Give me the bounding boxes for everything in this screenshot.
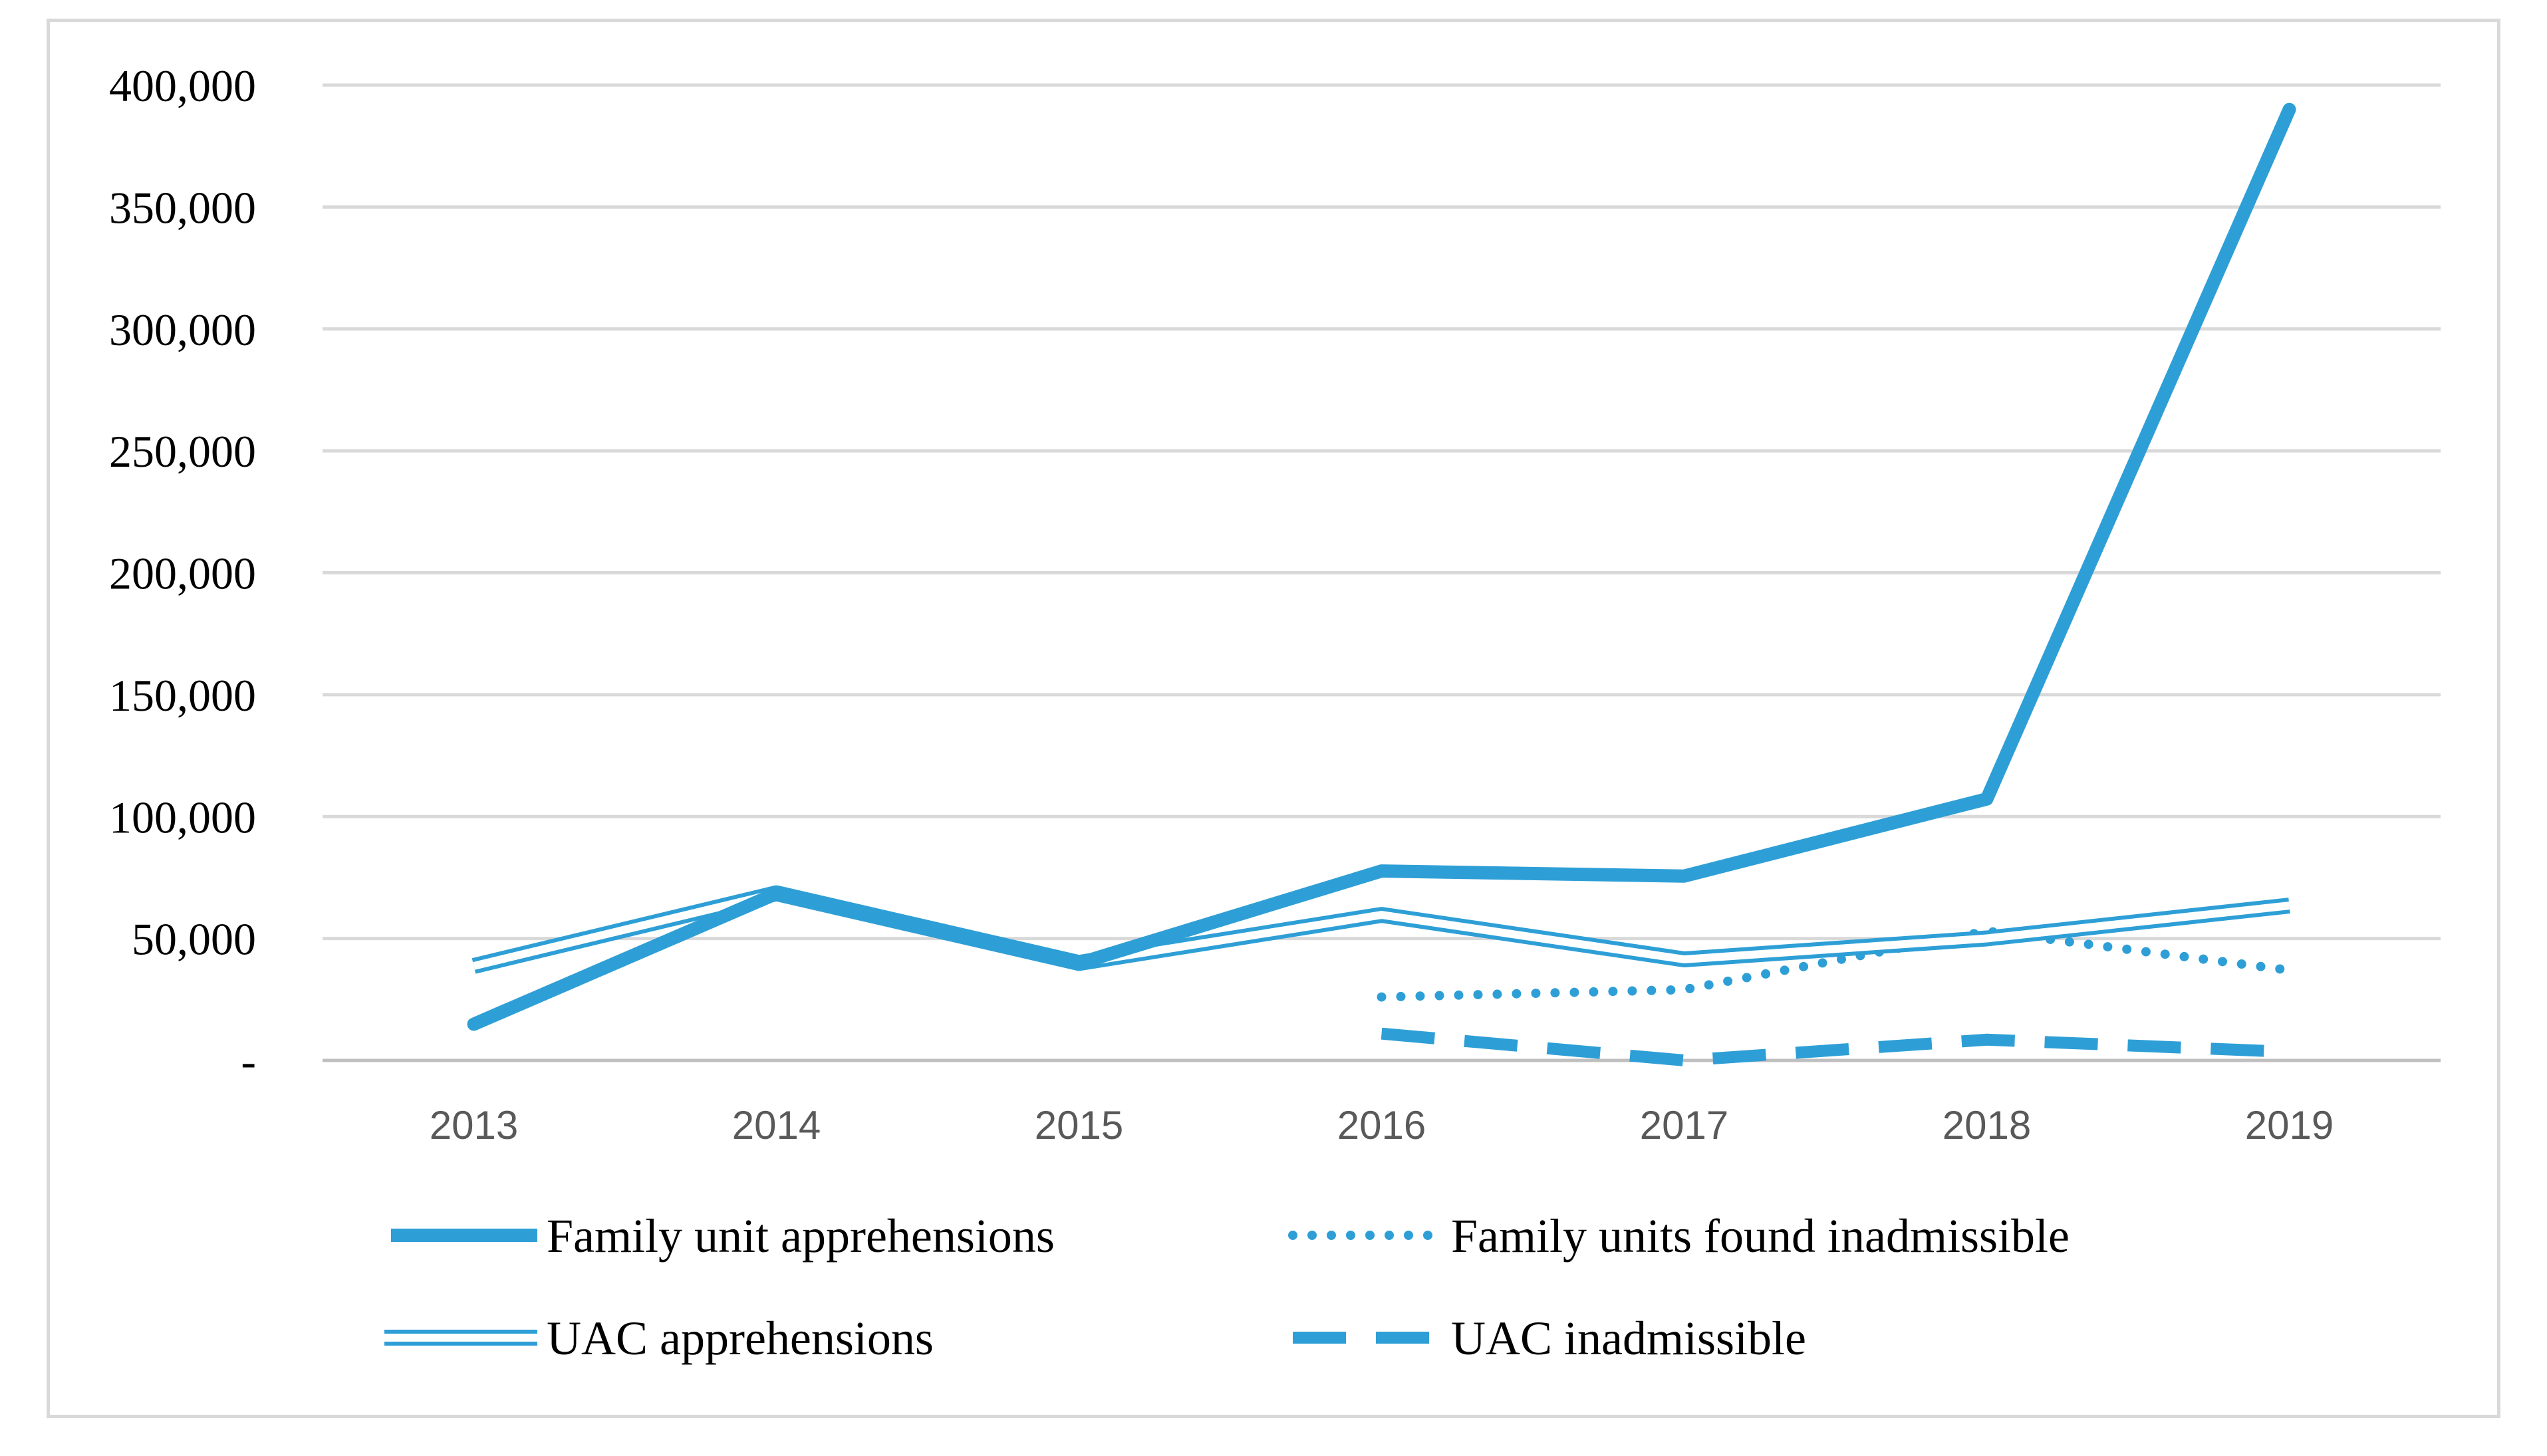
y-tick-label: 100,000	[109, 792, 256, 842]
legend-label-family-units-found-inadmissible: Family units found inadmissible	[1451, 1209, 2070, 1263]
x-tick-label: 2014	[732, 1103, 821, 1148]
data-point	[2288, 108, 2291, 111]
legend-label-uac-inadmissible: UAC inadmissible	[1451, 1312, 1806, 1365]
x-tick-label: 2019	[2245, 1103, 2334, 1148]
data-point	[1381, 1032, 1383, 1035]
y-tick-label: 150,000	[109, 670, 256, 721]
y-axis-ticks: - 50,000 100,000 150,000 200,000 250,000 300,0…	[109, 61, 256, 1086]
x-tick-label: 2017	[1640, 1103, 1728, 1148]
data-point	[473, 965, 475, 967]
data-point	[1683, 1059, 1686, 1062]
series-lines	[467, 102, 2296, 1067]
chart-frame	[47, 19, 2500, 1418]
series-family-unit-apprehensions	[467, 102, 2296, 1031]
series-line	[1381, 1027, 2290, 1067]
legend-item-family-unit-apprehensions: Family unit apprehensions	[391, 1209, 1055, 1263]
y-tick-label: 200,000	[109, 548, 256, 599]
data-point	[1986, 798, 1988, 800]
series-line	[467, 102, 2296, 1031]
y-tick-label: -	[241, 1036, 256, 1086]
data-point	[1683, 875, 1686, 878]
data-point	[1381, 913, 1383, 916]
legend: Family unit apprehensions Family units f…	[384, 1209, 2070, 1365]
series-family-units-found-inadmissible	[1377, 926, 2294, 1002]
data-point	[1683, 958, 1686, 961]
legend-label-family-unit-apprehensions: Family unit apprehensions	[547, 1209, 1055, 1263]
y-tick-label: 300,000	[109, 304, 256, 355]
data-point	[1078, 962, 1081, 965]
x-tick-label: 2013	[430, 1103, 518, 1148]
data-point	[1986, 1038, 1988, 1041]
legend-item-family-units-found-inadmissible: Family units found inadmissible	[1288, 1209, 2070, 1263]
x-axis-ticks: 2013 2014 2015 2016 2017 2018 2019	[430, 1103, 2334, 1148]
y-tick-label: 400,000	[109, 61, 256, 111]
legend-item-uac-inadmissible: UAC inadmissible	[1293, 1312, 1806, 1365]
series-line	[1377, 926, 2294, 1002]
y-tick-label: 250,000	[109, 426, 256, 477]
data-point	[473, 1023, 475, 1026]
legend-item-uac-apprehensions: UAC apprehensions	[384, 1312, 934, 1365]
data-point	[1381, 996, 1383, 999]
x-tick-label: 2015	[1035, 1103, 1123, 1148]
data-point	[2288, 904, 2291, 907]
x-tick-label: 2016	[1337, 1103, 1426, 1148]
y-tick-label: 350,000	[109, 182, 256, 233]
x-tick-label: 2018	[1943, 1103, 2031, 1148]
legend-label-uac-apprehensions: UAC apprehensions	[547, 1312, 934, 1365]
data-point	[1986, 937, 1988, 939]
y-tick-label: 50,000	[132, 914, 256, 965]
data-point	[775, 892, 778, 895]
data-point	[1683, 989, 1686, 991]
data-point	[2288, 1050, 2291, 1053]
data-point	[2288, 969, 2291, 971]
data-point	[1381, 870, 1383, 872]
series-uac-inadmissible	[1381, 1027, 2291, 1067]
